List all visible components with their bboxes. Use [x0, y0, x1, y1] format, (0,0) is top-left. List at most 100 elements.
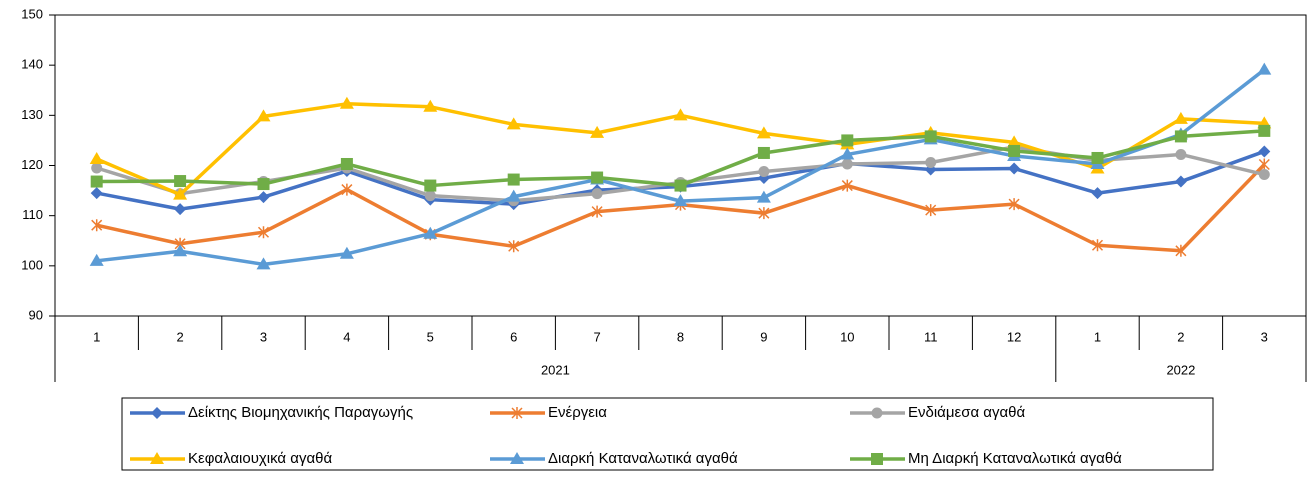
legend-label: Ενέργεια [548, 404, 607, 421]
legend-marker [510, 452, 524, 464]
data-point [173, 187, 188, 200]
legend-box [121, 397, 1214, 471]
legend-marker [871, 453, 883, 465]
data-point [840, 147, 855, 160]
data-point [506, 117, 521, 130]
x-tick-label: 8 [677, 329, 684, 344]
data-point [341, 183, 353, 196]
data-point [507, 173, 520, 186]
data-point [423, 99, 438, 112]
data-point [173, 244, 188, 257]
data-point [756, 126, 771, 139]
data-point [1091, 239, 1104, 252]
data-point [174, 203, 187, 216]
data-point [1008, 198, 1020, 211]
data-point [674, 179, 687, 192]
y-tick-label: 140 [21, 57, 43, 72]
y-tick-label: 120 [21, 157, 43, 172]
x-tick-label: 1 [93, 329, 100, 344]
legend-marker [151, 407, 163, 419]
x-tick-label: 10 [840, 329, 854, 344]
data-point [1008, 144, 1021, 157]
data-point [756, 190, 771, 203]
data-point [174, 175, 187, 188]
data-point [90, 175, 103, 188]
x-tick-label: 4 [343, 329, 350, 344]
data-point [1173, 111, 1188, 124]
x-tick-label: 6 [510, 329, 517, 344]
data-point [590, 125, 605, 138]
x-group-label: 2022 [1166, 362, 1195, 377]
legend-marker [150, 452, 164, 464]
data-point [257, 226, 270, 239]
data-point [423, 226, 438, 239]
data-point [1174, 175, 1187, 188]
data-point [89, 253, 104, 266]
x-tick-label: 2 [176, 329, 183, 344]
data-point [925, 156, 937, 168]
data-point [924, 130, 937, 143]
legend-label: Μη Διαρκή Καταναλωτικά αγαθά [908, 450, 1122, 467]
data-point [841, 134, 854, 147]
x-tick-label: 3 [260, 329, 267, 344]
data-point [1258, 124, 1271, 137]
data-point [1257, 62, 1272, 75]
legend-label: Δείκτης Βιομηχανικής Παραγωγής [188, 404, 413, 421]
data-point [256, 109, 271, 122]
legend-label: Διαρκή Καταναλωτικά αγαθά [548, 450, 738, 467]
data-point [256, 257, 271, 270]
data-point [339, 96, 354, 109]
x-tick-label: 11 [924, 329, 938, 344]
data-point [673, 194, 688, 207]
data-point [591, 171, 604, 184]
legend-marker [871, 407, 883, 419]
data-point [1258, 158, 1270, 171]
data-point [339, 246, 354, 259]
x-tick-label: 5 [427, 329, 434, 344]
data-point [841, 158, 853, 170]
data-point [506, 189, 521, 202]
x-tick-label: 12 [1007, 329, 1021, 344]
x-tick-label: 7 [593, 329, 600, 344]
data-point [673, 108, 688, 121]
data-point [1175, 244, 1187, 257]
data-point [424, 190, 436, 202]
data-point [1258, 169, 1270, 181]
y-tick-label: 110 [22, 207, 43, 222]
data-point [591, 205, 603, 218]
x-tick-label: 1 [1094, 329, 1101, 344]
data-point [1174, 130, 1187, 143]
legend-marker [511, 407, 523, 419]
legend-label: Κεφαλαιουχικά αγαθά [188, 450, 332, 467]
x-group-label: 2021 [541, 362, 570, 377]
data-point [424, 179, 437, 192]
data-point [90, 187, 103, 200]
legend-label: Ενδιάμεσα αγαθά [908, 404, 1025, 421]
data-point [508, 240, 520, 253]
data-point [1007, 135, 1022, 148]
data-point [1175, 148, 1187, 160]
data-point [1258, 145, 1271, 158]
y-tick-label: 130 [21, 107, 43, 122]
data-point [925, 204, 937, 217]
data-point [91, 219, 103, 232]
data-point [89, 151, 104, 164]
x-tick-label: 9 [760, 329, 767, 344]
data-point [758, 166, 770, 178]
data-point [841, 179, 853, 192]
data-point [591, 188, 603, 200]
y-tick-label: 90 [29, 307, 43, 322]
data-point [757, 146, 770, 159]
plot-border [54, 14, 1307, 317]
x-tick-label: 3 [1261, 329, 1268, 344]
data-point [257, 191, 270, 204]
data-point [257, 178, 270, 191]
data-point [758, 207, 770, 220]
x-tick-label: 2 [1177, 329, 1184, 344]
data-point [1091, 187, 1104, 200]
data-point [340, 157, 353, 170]
y-tick-label: 150 [21, 6, 43, 21]
data-point [1008, 162, 1021, 175]
y-tick-label: 100 [21, 257, 43, 272]
